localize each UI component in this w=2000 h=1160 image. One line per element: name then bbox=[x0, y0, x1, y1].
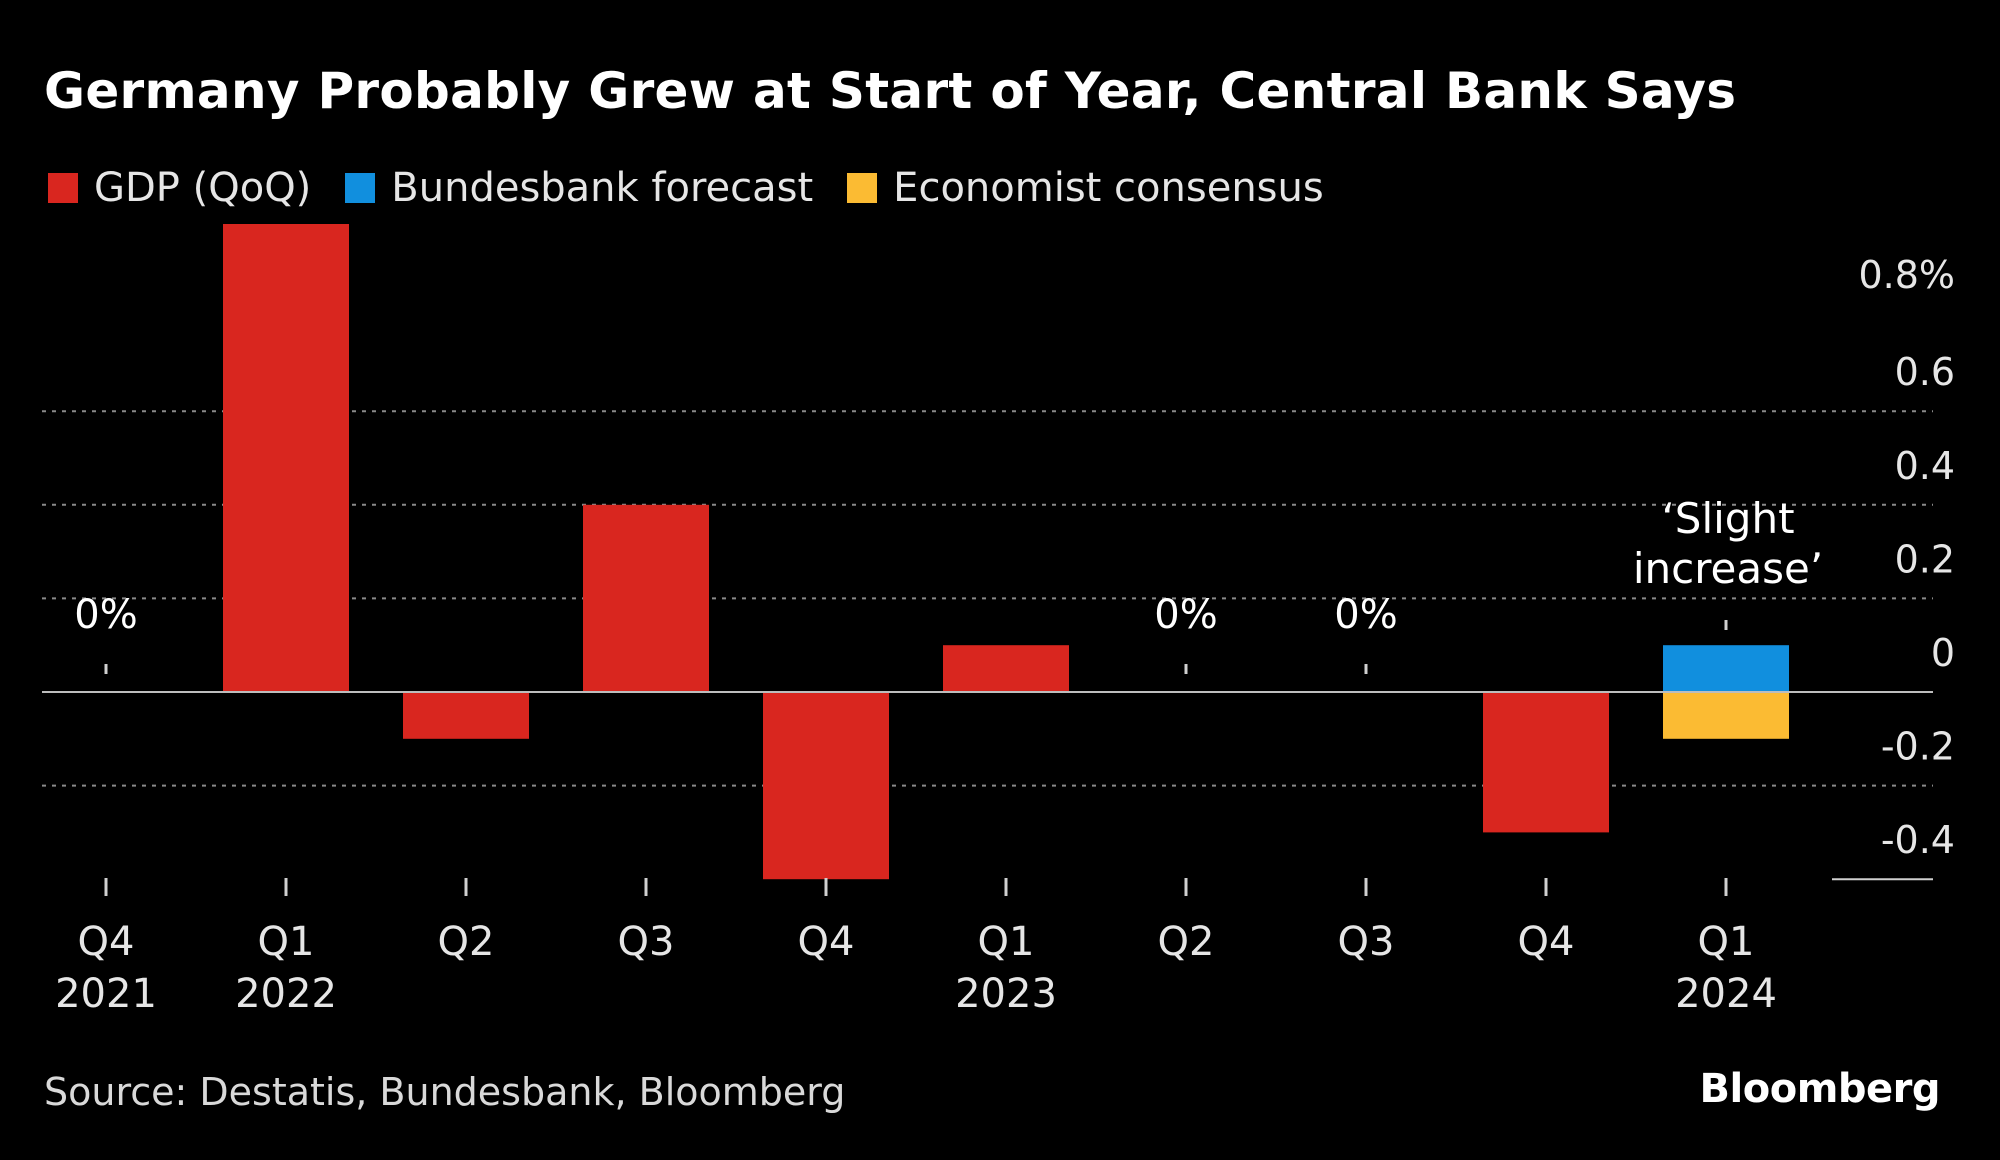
y-tick-label: 0 bbox=[1931, 631, 1955, 675]
bar-gdp-2 bbox=[403, 692, 529, 739]
y-tick-label: -0.2 bbox=[1881, 725, 1955, 769]
zero-value-label: 0% bbox=[74, 592, 137, 638]
bloomberg-logo: Bloomberg bbox=[1699, 1066, 1941, 1112]
bar-consensus-9 bbox=[1663, 692, 1789, 739]
legend-swatch-gdp bbox=[48, 173, 78, 203]
annotation-text: ‘Slight bbox=[1661, 494, 1794, 543]
legend-label-consensus: Economist consensus bbox=[893, 165, 1324, 211]
x-tick-label-year: 2021 bbox=[55, 971, 157, 1017]
legend-label-forecast: Bundesbank forecast bbox=[391, 165, 814, 211]
x-tick-label-year: 2023 bbox=[955, 971, 1057, 1017]
legend-item-consensus: Economist consensus bbox=[847, 165, 1324, 211]
zero-value-label: 0% bbox=[1154, 592, 1217, 638]
bar-gdp-5 bbox=[943, 645, 1069, 692]
y-tick-label: 0.8% bbox=[1858, 253, 1955, 297]
x-tick-label: Q4 bbox=[1518, 919, 1575, 965]
y-tick-label: -0.4 bbox=[1881, 818, 1955, 862]
bar-gdp-8 bbox=[1483, 692, 1609, 833]
y-tick-label: 0.4 bbox=[1895, 444, 1955, 488]
x-tick-label: Q4 bbox=[798, 919, 855, 965]
bar-gdp-4 bbox=[763, 692, 889, 880]
legend-item-forecast: Bundesbank forecast bbox=[345, 165, 813, 211]
y-tick-label: 0.6 bbox=[1895, 350, 1955, 394]
annotation-text: increase’ bbox=[1633, 544, 1823, 593]
bar-gdp-1 bbox=[223, 224, 349, 692]
zero-value-label: 0% bbox=[1334, 592, 1397, 638]
x-tick-label: Q3 bbox=[618, 919, 675, 965]
legend-item-gdp: GDP (QoQ) bbox=[48, 165, 311, 211]
x-tick-label-year: 2022 bbox=[235, 971, 337, 1017]
x-tick-label-year: 2024 bbox=[1675, 971, 1777, 1017]
x-tick-label: Q1 bbox=[258, 919, 315, 965]
legend: GDP (QoQ) Bundesbank forecast Economist … bbox=[48, 165, 1358, 211]
x-tick-label: Q2 bbox=[438, 919, 495, 965]
x-tick-label: Q3 bbox=[1338, 919, 1395, 965]
x-tick-label: Q1 bbox=[1698, 919, 1755, 965]
y-tick-label: 0.2 bbox=[1895, 537, 1955, 581]
legend-swatch-consensus bbox=[847, 173, 878, 203]
x-tick-label: Q1 bbox=[978, 919, 1035, 965]
legend-swatch-forecast bbox=[345, 173, 376, 203]
bar-gdp-3 bbox=[583, 504, 709, 692]
source-note: Source: Destatis, Bundesbank, Bloomberg bbox=[44, 1070, 846, 1114]
x-tick-label: Q4 bbox=[78, 919, 135, 965]
chart-title: Germany Probably Grew at Start of Year, … bbox=[44, 62, 1737, 120]
bar-forecast-9 bbox=[1663, 645, 1789, 692]
x-tick-label: Q2 bbox=[1158, 919, 1215, 965]
legend-label-gdp: GDP (QoQ) bbox=[94, 165, 312, 211]
